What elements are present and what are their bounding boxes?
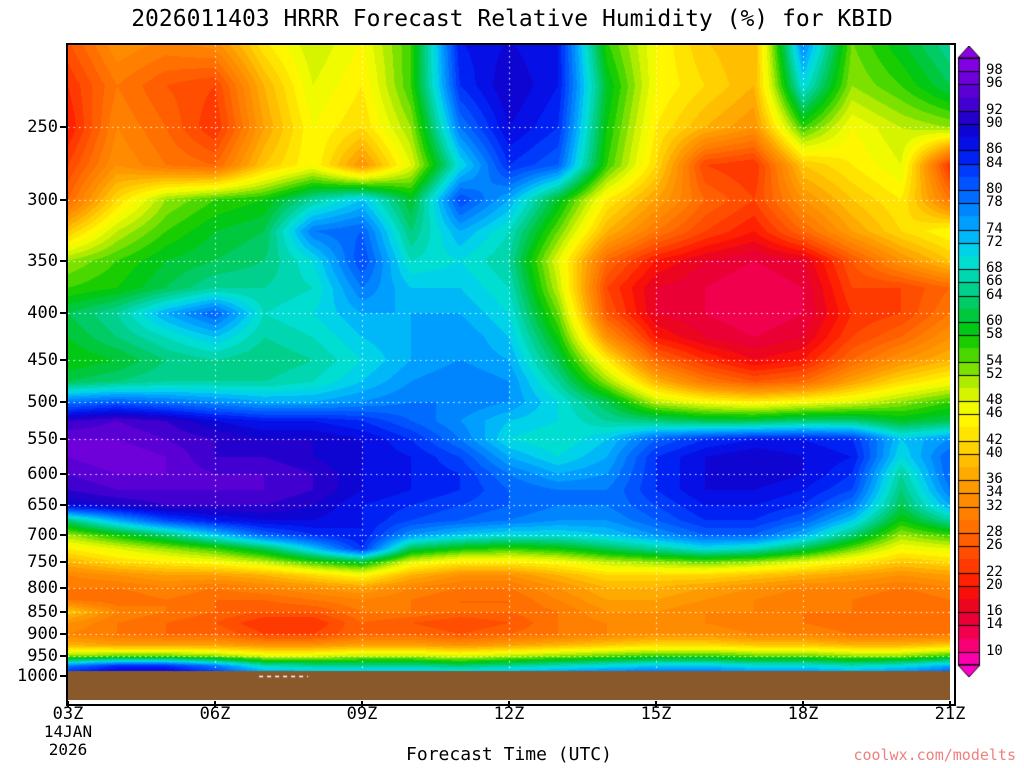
- pressure-tick-mark: [60, 633, 67, 636]
- time-tick-mark: [949, 701, 951, 707]
- colorbar-tick-label: 80: [986, 180, 1003, 197]
- colorbar-tick-label: 74: [986, 220, 1003, 237]
- pressure-tick-label: 750: [27, 552, 58, 573]
- time-tick-label: 21Z: [934, 704, 966, 724]
- colorbar: [956, 46, 982, 678]
- pressure-tick-mark: [60, 259, 67, 262]
- pressure-tick-mark: [60, 198, 67, 201]
- pressure-tick-mark: [60, 126, 67, 129]
- colorbar-tick-label: 40: [986, 444, 1003, 461]
- colorbar-tick-label: 58: [986, 326, 1003, 343]
- colorbar-tick-label: 54: [986, 352, 1003, 369]
- colorbar-tick-label: 98: [986, 62, 1003, 79]
- pressure-tick-label: 250: [27, 117, 58, 138]
- colorbar-tick-label: 42: [986, 431, 1003, 448]
- time-tick-label: 09Z: [346, 704, 378, 724]
- pressure-tick-label: 650: [27, 495, 58, 516]
- colorbar-tick-label: 46: [986, 405, 1003, 422]
- pressure-tick-mark: [60, 438, 67, 441]
- colorbar-tick-label: 22: [986, 563, 1003, 580]
- colorbar-tick-label: 86: [986, 141, 1003, 158]
- time-tick-mark: [655, 701, 657, 707]
- pressure-tick-label: 850: [27, 601, 58, 622]
- time-tick-label: 12Z: [493, 704, 525, 724]
- colorbar-tick-label: 90: [986, 114, 1003, 131]
- colorbar-tick-label: 96: [986, 75, 1003, 92]
- time-tick-mark: [361, 701, 363, 707]
- pressure-tick-label: 800: [27, 577, 58, 598]
- colorbar-tick-label: 78: [986, 194, 1003, 211]
- colorbar-tick-label: 32: [986, 497, 1003, 514]
- colorbar-tick-label: 60: [986, 312, 1003, 329]
- pressure-tick-mark: [60, 504, 67, 507]
- pressure-tick-label: 900: [27, 624, 58, 645]
- colorbar-tick-label: 20: [986, 576, 1003, 593]
- pressure-tick-label: 550: [27, 429, 58, 450]
- colorbar-tick-label: 92: [986, 101, 1003, 118]
- pressure-tick-mark: [60, 586, 67, 589]
- time-tick-mark: [214, 701, 216, 707]
- time-tick-label: 03Z: [52, 704, 84, 724]
- colorbar-tick-label: 52: [986, 365, 1003, 382]
- pressure-tick-mark: [60, 358, 67, 361]
- pressure-tick-mark: [60, 400, 67, 403]
- pressure-tick-label: 700: [27, 524, 58, 545]
- colorbar-tick-label: 68: [986, 260, 1003, 277]
- pressure-tick-label: 450: [27, 349, 58, 370]
- pressure-tick-mark: [60, 533, 67, 536]
- colorbar-tick-label: 64: [986, 286, 1003, 303]
- pressure-tick-label: 300: [27, 189, 58, 210]
- watermark-link[interactable]: coolwx.com/modelts: [853, 746, 1016, 764]
- pressure-tick-label: 400: [27, 303, 58, 324]
- pressure-tick-mark: [60, 561, 67, 564]
- colorbar-tick-label: 16: [986, 603, 1003, 620]
- rh-heatmap-canvas: [68, 45, 950, 700]
- time-tick-label: 15Z: [640, 704, 672, 724]
- pressure-tick-mark: [60, 674, 67, 677]
- time-tick-label: 18Z: [787, 704, 819, 724]
- colorbar-tick-label: 28: [986, 524, 1003, 541]
- pressure-tick-label: 350: [27, 250, 58, 271]
- colorbar-tick-label: 36: [986, 471, 1003, 488]
- colorbar-tick-label: 26: [986, 537, 1003, 554]
- pressure-tick-mark: [60, 312, 67, 315]
- time-tick-mark: [508, 701, 510, 707]
- chart-title: 2026011403 HRRR Forecast Relative Humidi…: [131, 6, 893, 32]
- colorbar-tick-label: 10: [986, 642, 1003, 659]
- time-tick-mark: [802, 701, 804, 707]
- colorbar-tick-label: 14: [986, 616, 1003, 633]
- pressure-tick-label: 1000: [17, 665, 58, 686]
- x-axis-title: Forecast Time (UTC): [406, 744, 612, 765]
- pressure-tick-label: 600: [27, 463, 58, 484]
- pressure-tick-mark: [60, 472, 67, 475]
- time-tick-label: 06Z: [199, 704, 231, 724]
- start-date-day: 14JAN: [43, 722, 93, 741]
- pressure-tick-label: 950: [27, 645, 58, 666]
- colorbar-tick-label: 66: [986, 273, 1003, 290]
- pressure-tick-mark: [60, 610, 67, 613]
- colorbar-tick-label: 84: [986, 154, 1003, 171]
- time-tick-mark: [67, 701, 69, 707]
- pressure-tick-mark: [60, 654, 67, 657]
- colorbar-tick-label: 34: [986, 484, 1003, 501]
- start-date-year: 2026: [48, 740, 88, 759]
- colorbar-tick-label: 72: [986, 233, 1003, 250]
- pressure-tick-label: 500: [27, 391, 58, 412]
- colorbar-tick-label: 48: [986, 392, 1003, 409]
